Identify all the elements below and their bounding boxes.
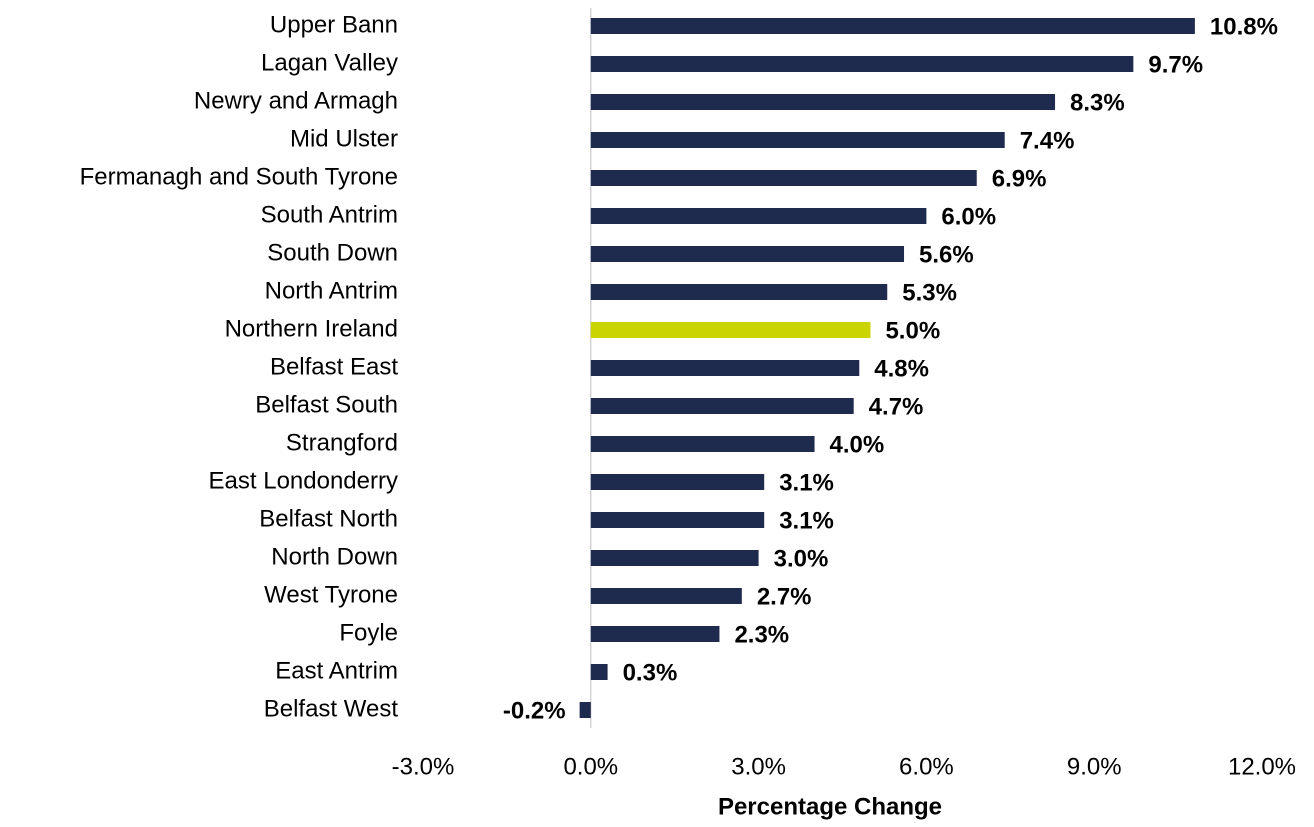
value-label: 3.1% bbox=[779, 469, 834, 496]
bar bbox=[590, 56, 1134, 72]
y-tick-label: Belfast East bbox=[270, 353, 398, 380]
bar bbox=[590, 398, 854, 414]
y-tick-label: Upper Bann bbox=[270, 11, 398, 38]
bar bbox=[590, 664, 608, 680]
y-tick-label: North Down bbox=[271, 543, 398, 570]
y-tick-label: Fermanagh and South Tyrone bbox=[80, 163, 398, 190]
value-label: 3.1% bbox=[779, 507, 834, 534]
y-tick-label: South Down bbox=[267, 239, 398, 266]
bar bbox=[590, 322, 871, 338]
bar bbox=[579, 702, 591, 718]
value-label: 8.3% bbox=[1070, 89, 1125, 116]
bar bbox=[590, 170, 977, 186]
value-label: 10.8% bbox=[1210, 13, 1278, 40]
y-tick-label: East Antrim bbox=[275, 657, 398, 684]
bar bbox=[590, 474, 765, 490]
bar bbox=[590, 18, 1195, 34]
y-tick-label: Strangford bbox=[286, 429, 398, 456]
y-tick-label: Lagan Valley bbox=[261, 49, 398, 76]
bar bbox=[590, 360, 860, 376]
bar bbox=[590, 284, 888, 300]
bar bbox=[590, 626, 720, 642]
value-label: -0.2% bbox=[503, 697, 566, 724]
value-label: 7.4% bbox=[1020, 127, 1075, 154]
x-tick-label: 6.0% bbox=[899, 753, 954, 780]
bar bbox=[590, 550, 759, 566]
bar bbox=[590, 588, 742, 604]
value-label: 0.3% bbox=[623, 659, 678, 686]
x-tick-label: -3.0% bbox=[392, 753, 455, 780]
y-tick-label: East Londonderry bbox=[209, 467, 398, 494]
y-tick-label: Belfast South bbox=[255, 391, 398, 418]
y-tick-label: West Tyrone bbox=[264, 581, 398, 608]
x-tick-label: 0.0% bbox=[563, 753, 618, 780]
value-label: 4.7% bbox=[869, 393, 924, 420]
y-tick-label: Foyle bbox=[339, 619, 398, 646]
value-label: 5.3% bbox=[902, 279, 957, 306]
y-tick-label: South Antrim bbox=[261, 201, 398, 228]
y-tick-label: North Antrim bbox=[265, 277, 398, 304]
value-label: 4.0% bbox=[830, 431, 885, 458]
bar bbox=[590, 246, 905, 262]
y-tick-label: Belfast North bbox=[259, 505, 398, 532]
bar bbox=[590, 208, 927, 224]
bar bbox=[590, 94, 1056, 110]
value-label: 9.7% bbox=[1148, 51, 1203, 78]
bar bbox=[590, 512, 765, 528]
y-tick-label: Mid Ulster bbox=[290, 125, 398, 152]
y-tick-label: Northern Ireland bbox=[225, 315, 398, 342]
value-label: 3.0% bbox=[774, 545, 829, 572]
x-tick-label: 9.0% bbox=[1067, 753, 1122, 780]
bar bbox=[590, 132, 1005, 148]
value-label: 6.0% bbox=[941, 203, 996, 230]
value-label: 5.6% bbox=[919, 241, 974, 268]
value-label: 5.0% bbox=[885, 317, 940, 344]
x-tick-label: 12.0% bbox=[1228, 753, 1296, 780]
value-label: 6.9% bbox=[992, 165, 1047, 192]
y-tick-label: Belfast West bbox=[264, 695, 399, 722]
value-label: 2.7% bbox=[757, 583, 812, 610]
bar bbox=[590, 436, 815, 452]
y-tick-label: Newry and Armagh bbox=[194, 87, 398, 114]
value-label: 2.3% bbox=[734, 621, 789, 648]
x-tick-label: 3.0% bbox=[731, 753, 786, 780]
value-label: 4.8% bbox=[874, 355, 929, 382]
x-axis-label: Percentage Change bbox=[718, 793, 942, 820]
